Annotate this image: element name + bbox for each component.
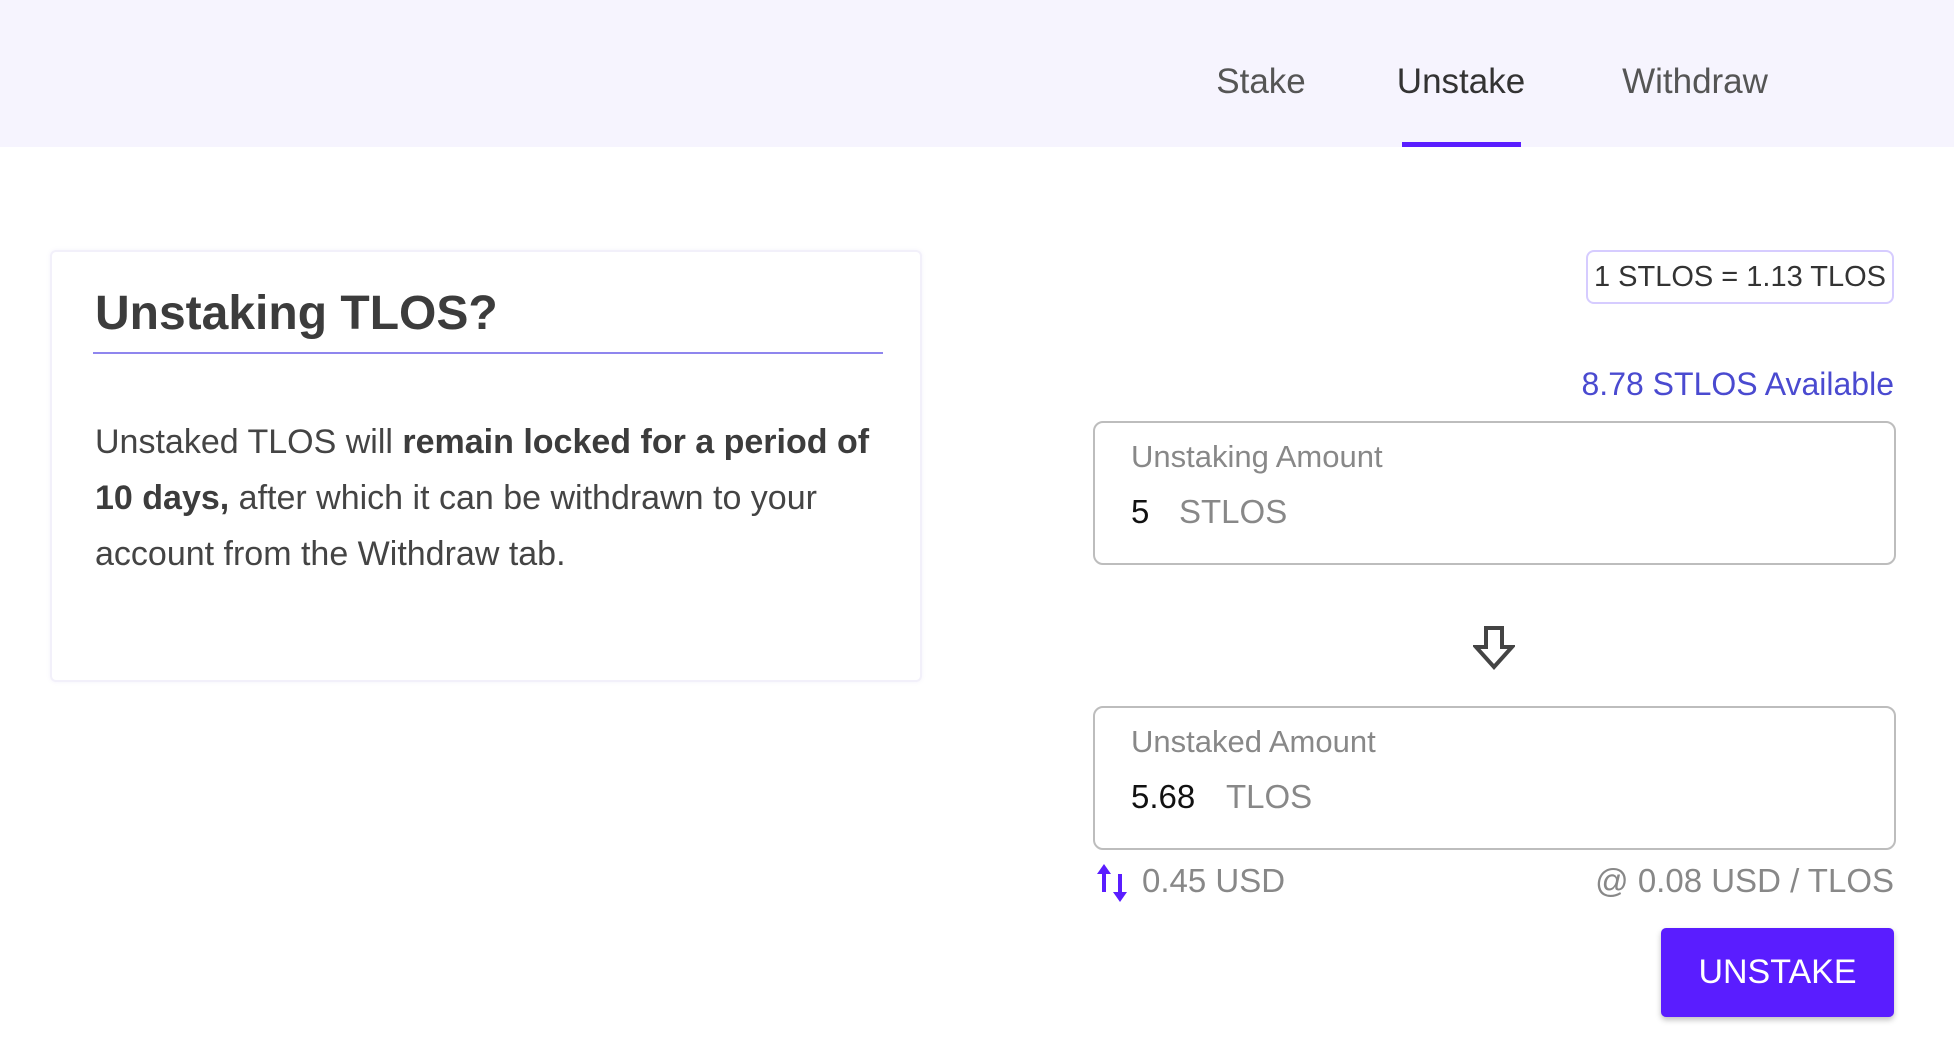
divider [93, 352, 883, 354]
tab-unstake[interactable]: Unstake [1396, 62, 1526, 101]
unstake-button[interactable]: UNSTAKE [1661, 928, 1894, 1017]
unstaking-amount-label: Unstaking Amount [1131, 439, 1383, 474]
body-text-end: after which it can be withdrawn to your … [95, 479, 817, 573]
tlos-price: @ 0.08 USD / TLOS [1595, 862, 1894, 899]
active-tab-indicator [1402, 142, 1521, 147]
info-card-title: Unstaking TLOS? [95, 287, 498, 340]
info-card-body: Unstaked TLOS will remain locked for a p… [95, 414, 885, 582]
usd-value: 0.45 USD [1142, 862, 1286, 899]
unstaked-amount-label: Unstaked Amount [1131, 724, 1376, 759]
tab-withdraw[interactable]: Withdraw [1622, 62, 1768, 101]
unstaking-amount-input[interactable]: Unstaking Amount 5 STLOS [1093, 421, 1896, 565]
exchange-rate-badge: 1 STLOS = 1.13 TLOS [1586, 250, 1894, 304]
available-balance-link[interactable]: 8.78 STLOS Available [1581, 366, 1895, 402]
unstaked-amount-output: Unstaked Amount 5.68 TLOS [1093, 706, 1896, 850]
tab-stake[interactable]: Stake [1216, 62, 1306, 101]
unstaked-amount-unit: TLOS [1226, 778, 1313, 815]
arrow-down-icon [1473, 626, 1515, 670]
body-bold-text: remain locked for a period of 10 days, [95, 423, 870, 517]
unstaking-amount-unit: STLOS [1179, 493, 1288, 530]
unstaked-amount-value: 5.68 [1131, 778, 1196, 815]
body-text: Unstaked TLOS will [95, 423, 403, 461]
unstaking-amount-value[interactable]: 5 [1131, 493, 1150, 530]
swap-currency-icon[interactable] [1094, 860, 1130, 906]
info-card: Unstaking TLOS? Unstaked TLOS will remai… [50, 250, 922, 682]
top-nav: Stake Unstake Withdraw [0, 0, 1954, 147]
